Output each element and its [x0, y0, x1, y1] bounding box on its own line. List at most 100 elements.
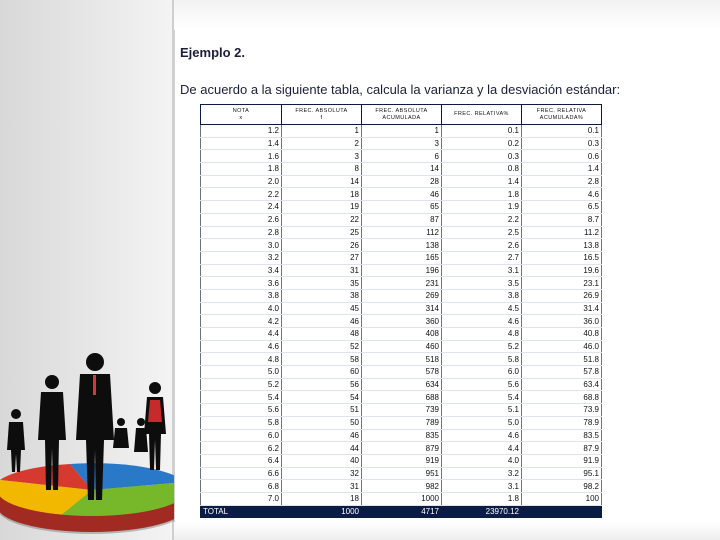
table-cell: 56 [281, 378, 362, 392]
table-cell: 35 [281, 276, 362, 290]
table-cell: 2.0 [200, 175, 282, 189]
table-cell: 26 [281, 238, 362, 252]
table-cell: 6.2 [200, 441, 282, 455]
table-cell: 138 [361, 238, 442, 252]
table-row: 3.2 27 165 2.7 16.5 [200, 251, 602, 265]
table-cell: 13.8 [521, 238, 602, 252]
table-cell: 2.7 [441, 251, 522, 265]
table-cell: 314 [361, 302, 442, 316]
pie-edge [0, 496, 174, 532]
table-cell: 4.2 [200, 314, 282, 328]
table-cell: 40 [281, 454, 362, 468]
pie-slice-yellow [0, 480, 92, 516]
table-cell: 6.8 [200, 479, 282, 493]
table-cell: 87 [361, 213, 442, 227]
table-row: 1.6 3 6 0.3 0.6 [200, 149, 602, 164]
table-cell: 460 [361, 340, 442, 354]
table-cell: 5.0 [200, 365, 282, 379]
table-row: 3.8 38 269 3.8 26.9 [200, 289, 602, 303]
table-cell: 78.9 [521, 416, 602, 430]
total-cell: 1000 [281, 504, 362, 518]
column-header-line: x [239, 114, 243, 121]
table-total-row: TOTAL 1000 4717 23970.12 [200, 504, 602, 518]
table-cell: 2.2 [200, 187, 282, 202]
table-cell: 6.6 [200, 467, 282, 481]
table-cell: 7.0 [200, 492, 282, 506]
table-header-row: NOTA x FREC. ABSOLUTA f FREC. ABSOLUTA ACUMUL… [200, 104, 602, 125]
table-cell: 95.1 [521, 467, 602, 481]
table-row: 5.6 51 739 5.1 73.9 [200, 403, 602, 417]
table-cell: 100 [521, 492, 602, 506]
table-cell: 951 [361, 467, 442, 481]
table-cell: 73.9 [521, 403, 602, 417]
table-cell: 1.9 [441, 200, 522, 214]
table-row: 4.2 46 360 4.6 36.0 [200, 314, 602, 328]
table-cell: 5.1 [441, 403, 522, 417]
table-cell: 2.4 [200, 200, 282, 214]
table-cell: 16.5 [521, 251, 602, 265]
table-cell: 4.4 [441, 441, 522, 455]
frequency-table: NOTA x FREC. ABSOLUTA f FREC. ABSOLUTA ACUMUL… [200, 104, 602, 518]
table-cell: 3.2 [441, 467, 522, 481]
table-cell: 0.1 [441, 124, 522, 138]
table-cell: 1.8 [441, 187, 522, 202]
table-cell: 91.9 [521, 454, 602, 468]
table-cell: 0.3 [441, 149, 522, 164]
table-cell: 1.4 [521, 162, 602, 176]
table-row: 5.0 60 578 6.0 57.8 [200, 365, 602, 379]
table-cell: 4.6 [200, 340, 282, 354]
table-cell: 48 [281, 327, 362, 341]
table-cell: 19 [281, 200, 362, 214]
table-cell: 18 [281, 187, 362, 202]
table-cell: 835 [361, 429, 442, 443]
table-row: 2.8 25 112 2.5 11.2 [200, 226, 602, 240]
person-silhouettes [7, 353, 166, 500]
table-cell: 52 [281, 340, 362, 354]
instruction-text: De acuerdo a la siguiente tabla, calcula… [180, 82, 621, 97]
table-cell: 1000 [361, 492, 442, 506]
table-cell: 22 [281, 213, 362, 227]
table-cell: 83.5 [521, 429, 602, 443]
table-cell: 98.2 [521, 479, 602, 493]
table-row: 2.4 19 65 1.9 6.5 [200, 200, 602, 214]
business-people-illustration [0, 353, 174, 534]
column-header-line: ACUMULADA% [539, 114, 584, 121]
table-cell: 46 [281, 429, 362, 443]
table-cell: 51.8 [521, 352, 602, 367]
table-row: 6.8 31 982 3.1 98.2 [200, 479, 602, 493]
table-row: 6.0 46 835 4.6 83.5 [200, 429, 602, 443]
table-row: 6.4 40 919 4.0 91.9 [200, 454, 602, 468]
table-cell: 3.1 [441, 264, 522, 278]
table-cell: 3.1 [441, 479, 522, 493]
column-header-line: FREC. ABSOLUTA [375, 107, 428, 114]
table-cell: 0.2 [441, 137, 522, 151]
table-cell: 25 [281, 226, 362, 240]
table-cell: 2.5 [441, 226, 522, 240]
table-row: 1.8 8 14 0.8 1.4 [200, 162, 602, 176]
table-cell: 2.8 [521, 175, 602, 189]
table-cell: 5.0 [441, 416, 522, 430]
table-cell: 4.4 [200, 327, 282, 341]
table-cell: 2 [281, 137, 362, 151]
table-cell: 5.8 [200, 416, 282, 430]
table-row: 4.4 48 408 4.8 40.8 [200, 327, 602, 341]
sidebar-divider [172, 0, 175, 540]
table-row: 1.4 2 3 0.2 0.3 [200, 137, 602, 151]
table-cell: 634 [361, 378, 442, 392]
table-cell: 1.8 [441, 492, 522, 506]
table-cell: 982 [361, 479, 442, 493]
header-band [174, 0, 720, 30]
table-cell: 6.5 [521, 200, 602, 214]
table-cell: 1.8 [200, 162, 282, 176]
column-header-line: FREC. ABSOLUTA [295, 107, 348, 114]
table-cell: 11.2 [521, 226, 602, 240]
red-dress [148, 400, 162, 422]
table-cell: 3.8 [200, 289, 282, 303]
table-cell: 231 [361, 276, 442, 290]
table-cell: 87.9 [521, 441, 602, 455]
column-header: FREC. RELATIVA% [441, 104, 522, 125]
table-cell: 46 [361, 187, 442, 202]
table-cell: 26.9 [521, 289, 602, 303]
table-cell: 14 [281, 175, 362, 189]
slide-heading: Ejemplo 2. [180, 45, 246, 60]
